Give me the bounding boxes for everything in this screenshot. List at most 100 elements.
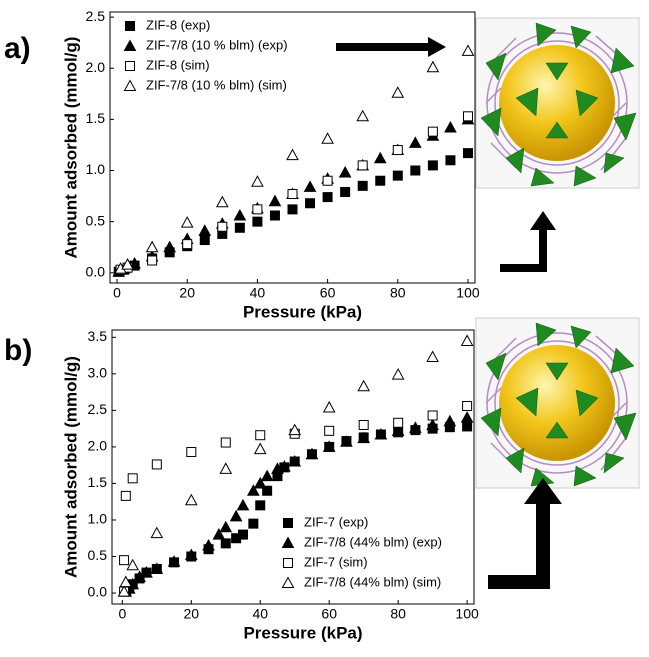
x-tick-label: 20 [184, 606, 200, 622]
point [252, 216, 263, 227]
point [126, 558, 140, 571]
point [393, 417, 404, 428]
legend-label: ZIF-7/8 (44% blm) (sim) [304, 574, 441, 589]
point [147, 255, 158, 266]
point [427, 126, 438, 137]
point [186, 447, 197, 458]
point [460, 334, 474, 346]
point [340, 435, 353, 447]
legend-label: ZIF-8 (exp) [146, 17, 210, 32]
point [198, 224, 212, 236]
point [444, 121, 457, 133]
point [253, 476, 267, 489]
x-tick-label: 80 [390, 285, 406, 301]
point [215, 195, 229, 208]
point [392, 145, 403, 156]
point [288, 454, 302, 467]
point [268, 194, 282, 207]
y-tick-label: 0.0 [88, 584, 108, 600]
point [219, 520, 233, 533]
point [410, 165, 421, 176]
point [461, 44, 475, 56]
legend-marker [283, 558, 293, 568]
y-tick-label: 2.0 [86, 59, 106, 75]
point [233, 208, 247, 221]
x-tick-label: 40 [250, 285, 266, 301]
point [391, 368, 405, 380]
point [392, 170, 403, 181]
point [286, 148, 299, 161]
point [163, 240, 177, 253]
y-tick-label: 1.0 [86, 161, 106, 177]
point [217, 221, 228, 232]
panel-label: a) [4, 32, 31, 65]
point [357, 160, 368, 171]
x-tick-label: 60 [321, 606, 337, 622]
y-axis-title: Amount adsorbed (mmol/g) [61, 356, 80, 578]
legend-label: ZIF-7 (sim) [304, 554, 368, 569]
point [357, 431, 371, 444]
legend-marker [123, 39, 137, 51]
point [121, 258, 134, 270]
point [117, 585, 131, 597]
point [150, 526, 164, 539]
point [151, 459, 162, 470]
point [462, 400, 473, 411]
point [462, 421, 473, 432]
zif-8-structure-image [475, 17, 640, 189]
point [338, 166, 352, 178]
point [409, 421, 422, 433]
y-tick-label: 1.5 [88, 474, 108, 490]
point [127, 473, 138, 484]
point [357, 180, 368, 191]
x-tick-label: 80 [390, 606, 406, 622]
point [269, 210, 280, 221]
legend-label: ZIF-7/8 (44% blm) (exp) [304, 534, 442, 549]
point [356, 109, 370, 122]
point [322, 192, 333, 203]
y-tick-label: 2.5 [86, 8, 106, 24]
point [251, 175, 264, 187]
point [119, 555, 130, 566]
point [260, 469, 274, 482]
x-tick-label: 0 [118, 606, 126, 622]
legend-marker [283, 518, 293, 528]
y-tick-label: 2.0 [88, 438, 108, 454]
point [324, 425, 335, 436]
y-tick-label: 0.5 [86, 212, 106, 228]
point [229, 509, 243, 522]
point [322, 440, 336, 452]
point [255, 430, 266, 441]
y-tick-label: 1.5 [86, 110, 106, 126]
point [358, 419, 369, 430]
point [462, 111, 473, 122]
x-tick-label: 40 [252, 606, 268, 622]
x-axis-title: Pressure (kPa) [243, 623, 362, 642]
point [252, 204, 263, 215]
point [255, 500, 266, 511]
point [262, 485, 273, 496]
point [322, 175, 333, 186]
legend-label: ZIF-8 (sim) [146, 57, 210, 72]
y-tick-label: 0.0 [86, 263, 106, 279]
y-tick-label: 0.5 [88, 547, 108, 563]
point [119, 575, 133, 588]
point [248, 518, 259, 529]
point [391, 424, 405, 436]
point [287, 204, 298, 215]
point [219, 462, 233, 474]
point [445, 155, 456, 166]
y-tick-label: 2.5 [88, 401, 108, 417]
zif-7-structure-image [475, 317, 640, 489]
point [182, 239, 193, 250]
plot-frame [111, 329, 475, 605]
y-tick-label: 3.5 [88, 328, 108, 344]
point [236, 498, 250, 511]
point [278, 460, 291, 472]
point [234, 222, 245, 233]
point [305, 447, 319, 460]
point [184, 548, 198, 561]
point [357, 379, 371, 392]
legend-marker [125, 61, 135, 71]
